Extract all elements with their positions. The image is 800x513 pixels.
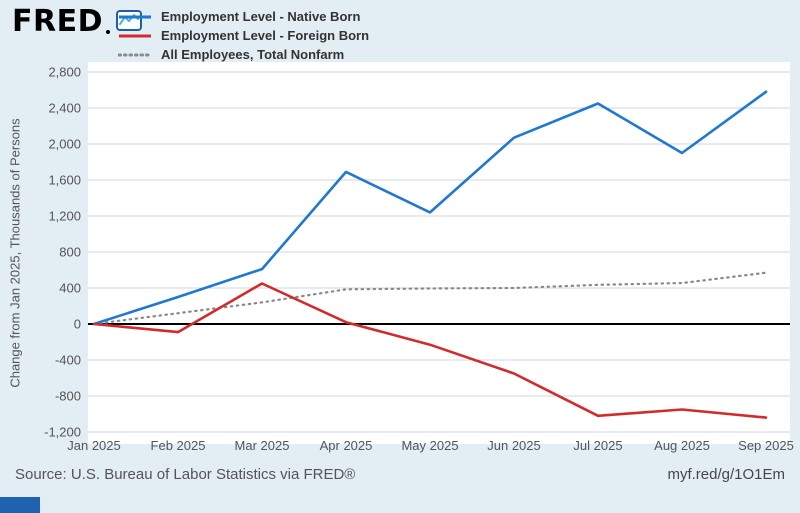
- y-tick-label: 800: [59, 245, 81, 260]
- y-tick-label: -1,200: [44, 425, 81, 440]
- y-tick-label: -400: [55, 353, 81, 368]
- y-tick-label: 400: [59, 281, 81, 296]
- y-tick-label: 1,600: [48, 173, 81, 188]
- legend-label: All Employees, Total Nonfarm: [161, 47, 345, 62]
- x-tick-label: Jul 2025: [573, 438, 622, 453]
- y-tick-label: 2,000: [48, 137, 81, 152]
- legend-item: Employment Level - Foreign Born: [118, 26, 369, 45]
- y-tick-label: -800: [55, 389, 81, 404]
- legend-line-sample: [119, 15, 151, 18]
- x-tick-label: Jun 2025: [487, 438, 541, 453]
- y-tick-label: 2,400: [48, 101, 81, 116]
- plot-background: [88, 62, 790, 444]
- fred-logo-registered-mark: [106, 30, 110, 34]
- series-line[interactable]: [92, 282, 768, 419]
- x-tick-label: Mar 2025: [235, 438, 290, 453]
- x-tick-label: Feb 2025: [151, 438, 206, 453]
- chart-legend: Employment Level - Native Born Employment…: [118, 7, 369, 64]
- legend-line-sample: [118, 53, 152, 56]
- y-tick-label: 1,200: [48, 209, 81, 224]
- x-tick-label: Apr 2025: [320, 438, 373, 453]
- legend-item: Employment Level - Native Born: [118, 7, 369, 26]
- y-tick-label: 0: [74, 317, 81, 332]
- x-tick-label: Sep 2025: [738, 438, 794, 453]
- legend-line-sample: [119, 34, 151, 37]
- legend-label: Employment Level - Foreign Born: [161, 28, 370, 43]
- source-note: Source: U.S. Bureau of Labor Statistics …: [15, 466, 356, 483]
- short-url-link[interactable]: myf.red/g/1O1Em: [667, 466, 785, 483]
- legend-label: Employment Level - Native Born: [161, 9, 361, 24]
- legend-item: All Employees, Total Nonfarm: [118, 45, 369, 64]
- series-line[interactable]: [92, 90, 768, 326]
- chart-footer: Source: U.S. Bureau of Labor Statistics …: [0, 466, 800, 483]
- y-tick-label: 2,800: [48, 65, 81, 80]
- fred-logo[interactable]: FRED: [12, 4, 142, 39]
- x-tick-label: Jan 2025: [67, 438, 121, 453]
- bottom-left-accent: [0, 497, 40, 513]
- series-line[interactable]: [92, 271, 768, 326]
- plot-area: -1,200 -800 -400 0 400 800 1,200 1,600 2,000 2,40…: [44, 62, 794, 453]
- x-tick-label: May 2025: [401, 438, 458, 453]
- x-tick-label: Aug 2025: [654, 438, 710, 453]
- fred-logo-text: FRED: [12, 4, 103, 39]
